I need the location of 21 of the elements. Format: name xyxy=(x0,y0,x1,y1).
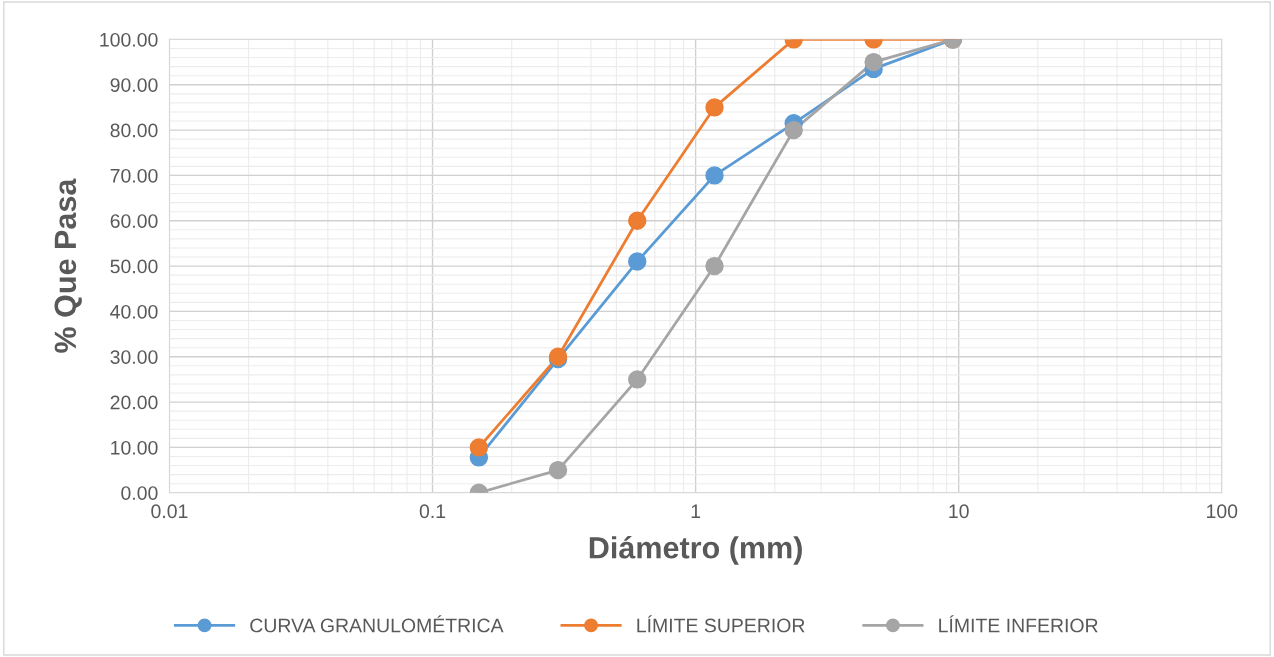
legend-label: CURVA GRANULOMÉTRICA xyxy=(250,615,504,633)
legend-label: LÍMITE INFERIOR xyxy=(939,615,1098,633)
y-tick-label: 30.00 xyxy=(110,350,158,364)
x-tick-label: 0.01 xyxy=(151,504,188,519)
legend-label: LÍMITE SUPERIOR xyxy=(637,615,805,633)
y-tick-label: 80.00 xyxy=(110,123,158,138)
x-tick-label: 1 xyxy=(691,504,701,518)
x-axis-title: Diámetro (mm) xyxy=(589,535,802,565)
y-tick-label: 90.00 xyxy=(110,78,158,92)
x-tick-label: 0.1 xyxy=(419,504,446,519)
y-tick-label: 40.00 xyxy=(110,304,158,319)
x-tick-label: 10 xyxy=(949,504,969,519)
y-tick-label: 20.00 xyxy=(110,395,158,410)
y-tick-label: 100.00 xyxy=(100,32,158,47)
y-tick-label: 50.00 xyxy=(110,259,158,274)
y-tick-label: 10.00 xyxy=(111,440,158,455)
y-tick-label: 60.00 xyxy=(110,214,158,228)
y-tick-label: 70.00 xyxy=(110,168,158,183)
y-axis-title: % Que Pasa xyxy=(54,178,82,353)
x-tick-label: 100 xyxy=(1207,504,1238,519)
y-tick-label: 0.00 xyxy=(121,486,158,500)
